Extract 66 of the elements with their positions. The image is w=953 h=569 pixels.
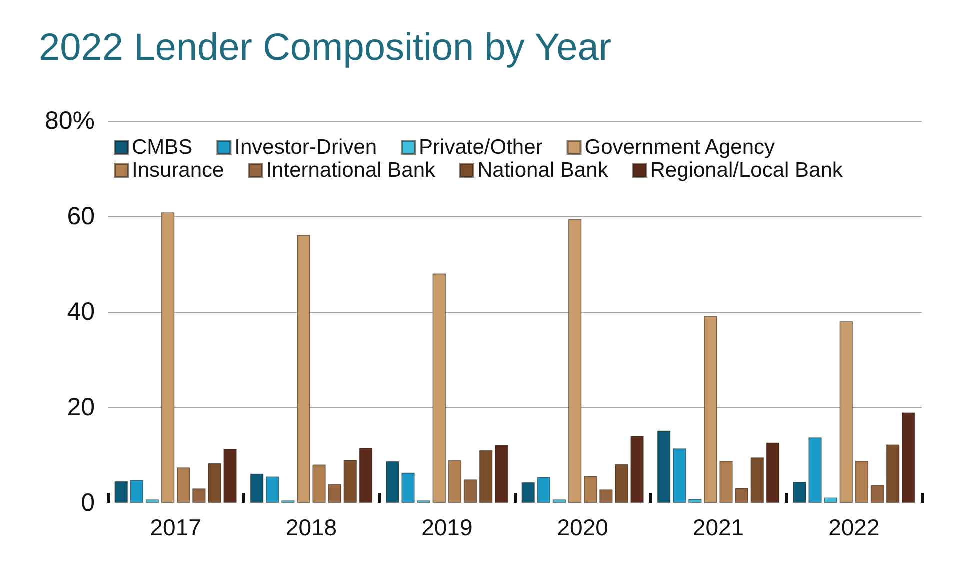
y-tick-label: 20 bbox=[67, 394, 95, 422]
bar bbox=[824, 498, 838, 503]
legend-label: Insurance bbox=[132, 159, 224, 182]
bar bbox=[448, 460, 462, 503]
legend-label: National Bank bbox=[478, 159, 609, 182]
x-tick-label: 2019 bbox=[422, 514, 473, 540]
bar bbox=[312, 464, 326, 503]
x-tick-label: 2017 bbox=[150, 514, 202, 540]
bar bbox=[250, 474, 264, 503]
bar bbox=[522, 482, 535, 503]
legend-label: Government Agency bbox=[584, 136, 776, 159]
bar bbox=[568, 219, 582, 503]
y-tick-label: 60 bbox=[67, 202, 95, 230]
bar bbox=[386, 461, 400, 503]
bar bbox=[688, 499, 702, 503]
legend-label: Regional/Local Bank bbox=[650, 159, 844, 182]
bar bbox=[402, 472, 415, 503]
bar bbox=[630, 436, 644, 503]
bar bbox=[432, 274, 446, 503]
x-tick-label: 2022 bbox=[828, 514, 880, 540]
bar bbox=[479, 450, 493, 503]
bar bbox=[464, 480, 478, 503]
bar bbox=[766, 442, 780, 503]
legend-label: Investor-Driven bbox=[234, 136, 378, 159]
bar bbox=[177, 468, 190, 503]
bar bbox=[840, 322, 853, 503]
bar bbox=[902, 412, 916, 503]
legend-label: CMBS bbox=[132, 136, 193, 159]
legend-label: International Bank bbox=[266, 159, 436, 182]
bar bbox=[495, 445, 508, 503]
bar bbox=[114, 482, 128, 503]
bar bbox=[808, 438, 822, 503]
bar bbox=[886, 444, 900, 503]
legend-label: Private/Other bbox=[419, 136, 543, 159]
bar bbox=[735, 488, 748, 503]
bar bbox=[855, 460, 869, 503]
x-tick-label: 2018 bbox=[286, 514, 338, 540]
bar bbox=[130, 480, 144, 503]
bar bbox=[328, 484, 342, 503]
bar bbox=[750, 458, 764, 503]
bar bbox=[359, 448, 373, 503]
bar bbox=[615, 464, 628, 503]
bar bbox=[224, 449, 237, 503]
bar bbox=[600, 490, 613, 503]
chart-title: 2022 Lender Composition by Year bbox=[39, 27, 612, 69]
bar bbox=[208, 463, 222, 503]
bar bbox=[704, 316, 718, 503]
x-tick-label: 2021 bbox=[692, 514, 744, 540]
bar bbox=[146, 500, 160, 503]
bar bbox=[793, 482, 806, 503]
bar bbox=[720, 460, 733, 503]
bar bbox=[657, 430, 671, 503]
bar bbox=[584, 476, 598, 503]
bar bbox=[537, 477, 551, 503]
bar bbox=[297, 235, 310, 503]
bar bbox=[552, 500, 566, 503]
bar bbox=[673, 448, 686, 503]
x-tick-label: 2020 bbox=[557, 514, 608, 540]
y-tick-label: 80% bbox=[44, 107, 95, 135]
bar bbox=[870, 485, 884, 503]
y-tick-label: 40 bbox=[67, 298, 95, 326]
bar bbox=[161, 212, 175, 503]
y-tick-label: 0 bbox=[81, 489, 95, 517]
bar bbox=[344, 460, 357, 503]
bar bbox=[192, 488, 206, 503]
bar bbox=[266, 476, 280, 503]
